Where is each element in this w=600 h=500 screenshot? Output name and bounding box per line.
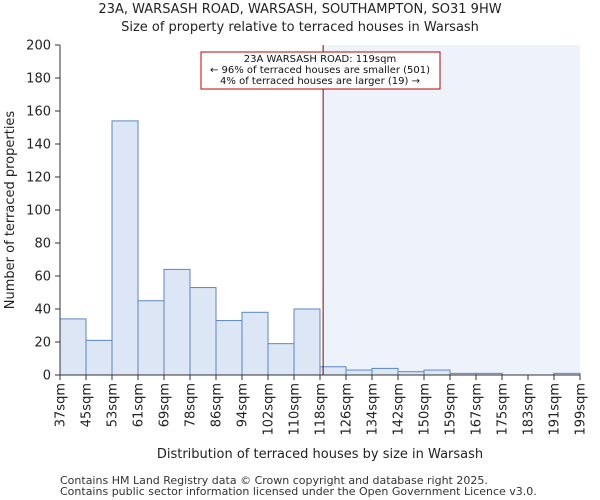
y-axis-label: Number of terraced properties (3, 111, 18, 310)
x-tick-label: 142sqm (392, 383, 407, 436)
annotation-line-1: 23A WARSASH ROAD: 119sqm (244, 54, 396, 65)
x-tick-label: 126sqm (340, 383, 355, 436)
footer-copyright: Contains HM Land Registry data © Crown c… (60, 474, 488, 487)
y-tick-label: 60 (34, 270, 51, 285)
bar-86sqm (215, 320, 243, 376)
x-tick-label: 86sqm (210, 383, 225, 427)
bar-53sqm (111, 120, 139, 376)
bar-69sqm (163, 268, 191, 376)
bar-110sqm (293, 308, 321, 376)
chart-title: 23A, WARSASH ROAD, WARSASH, SOUTHAMPTON,… (98, 2, 502, 17)
x-tick-label: 199sqm (574, 383, 589, 436)
y-tick-label: 0 (43, 369, 51, 384)
x-tick-label: 134sqm (366, 383, 381, 436)
y-tick-label: 160 (26, 105, 51, 120)
y-tick-label: 20 (34, 336, 51, 351)
footer-licence: Contains public sector information licen… (60, 485, 537, 498)
x-tick-label: 167sqm (470, 383, 485, 436)
x-tick-label: 45sqm (80, 383, 95, 427)
y-tick-label: 140 (26, 138, 51, 153)
y-tick-label: 120 (26, 171, 51, 186)
x-tick-label: 159sqm (444, 383, 459, 436)
y-tick-label: 200 (26, 39, 51, 54)
x-tick-label: 37sqm (54, 383, 69, 427)
x-tick-label: 69sqm (158, 383, 173, 427)
y-tick-label: 180 (26, 72, 51, 87)
bar-118sqm (319, 366, 347, 376)
bar-134sqm (371, 367, 399, 376)
bar-37sqm (59, 318, 87, 376)
x-axis-label: Distribution of terraced houses by size … (157, 447, 483, 462)
bar-61sqm (137, 300, 165, 376)
x-tick-label: 110sqm (288, 383, 303, 436)
chart-subtitle: Size of property relative to terraced ho… (121, 20, 479, 35)
x-tick-label: 102sqm (262, 383, 277, 436)
annotation-line-3: 4% of terraced houses are larger (19) → (220, 76, 420, 87)
x-tick-label: 175sqm (496, 383, 511, 436)
bar-45sqm (85, 339, 113, 376)
x-tick-label: 94sqm (236, 383, 251, 427)
bar-102sqm (267, 343, 295, 376)
x-tick-label: 191sqm (548, 383, 563, 436)
annotation-line-2: ← 96% of terraced houses are smaller (50… (210, 65, 430, 76)
x-tick-label: 118sqm (314, 383, 329, 436)
y-tick-label: 80 (34, 237, 51, 252)
bar-94sqm (241, 311, 269, 376)
y-tick-label: 40 (34, 303, 51, 318)
x-tick-label: 150sqm (418, 383, 433, 436)
bar-126sqm (345, 369, 373, 376)
highlight-region (323, 45, 580, 375)
bar-150sqm (423, 369, 451, 376)
x-tick-label: 78sqm (184, 383, 199, 427)
annotation-box (200, 51, 441, 90)
x-tick-label: 53sqm (106, 383, 121, 427)
y-tick-label: 100 (26, 204, 51, 219)
x-tick-label: 183sqm (522, 383, 537, 436)
x-tick-label: 61sqm (132, 383, 147, 427)
bar-78sqm (189, 287, 217, 376)
